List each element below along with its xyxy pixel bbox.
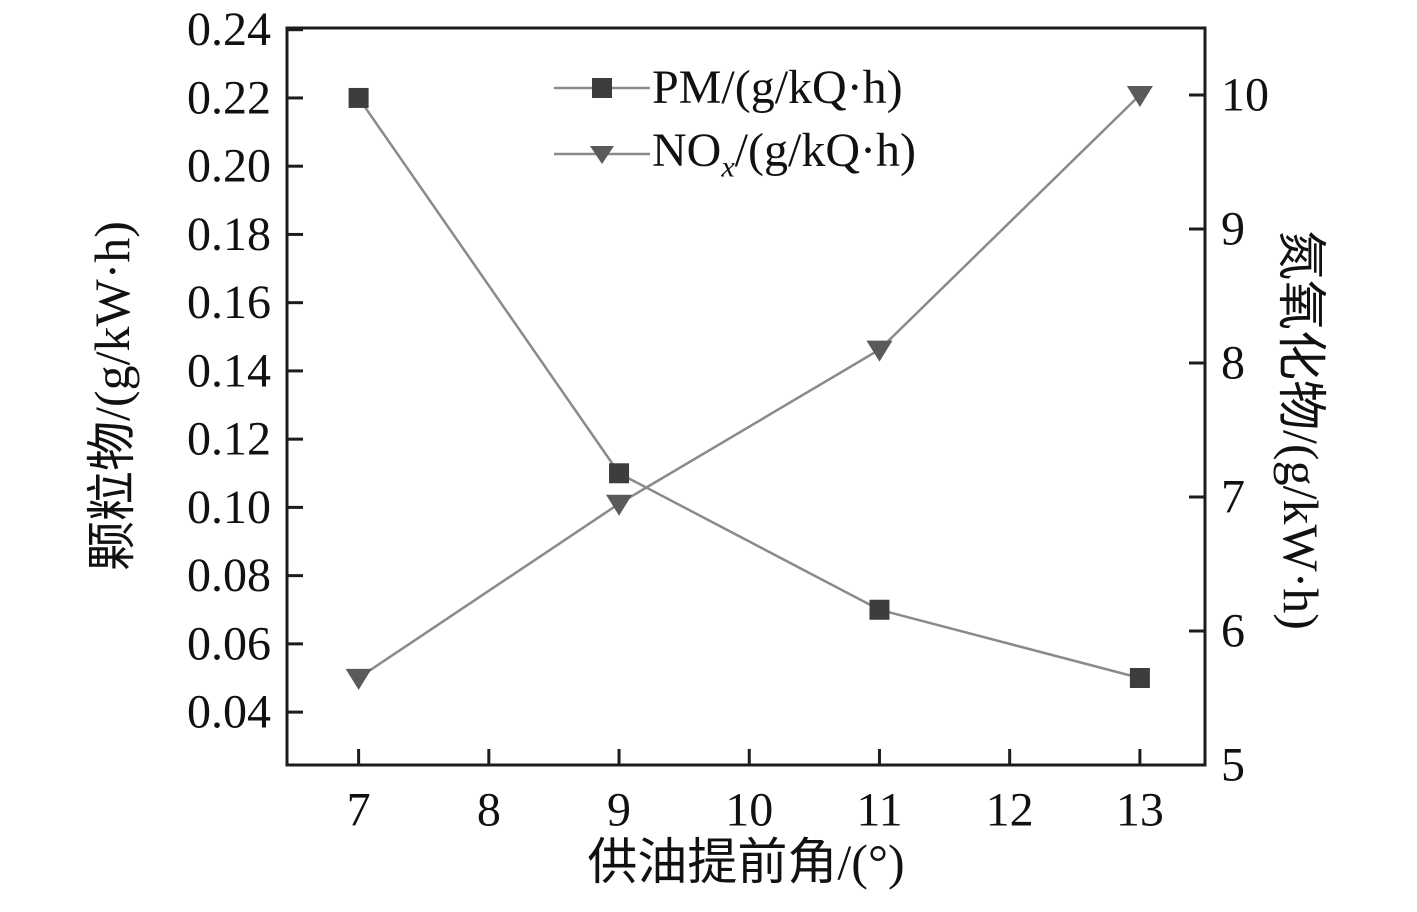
triangle-down-marker-icon (345, 668, 372, 690)
triangle-down-marker-icon (1126, 86, 1153, 107)
left-axis-title: 颗粒物/(g/kW·h) (84, 221, 140, 571)
series-line-0 (357, 97, 1141, 680)
left-tick-label: 0.24 (187, 3, 271, 56)
x-tick-label: 12 (986, 784, 1034, 837)
legend-label-nox-prefix: NO (652, 123, 722, 177)
left-tick-label: 0.16 (187, 276, 271, 329)
x-tick-label: 8 (477, 784, 501, 837)
legend-key-pm (554, 78, 650, 99)
plot-border (285, 26, 1207, 767)
left-tick-label: 0.20 (187, 140, 271, 193)
legend-item-nox: NOx/(g/kQ·h) (552, 123, 916, 184)
left-tick-label: 0.12 (187, 413, 271, 466)
square-marker-icon (609, 463, 630, 484)
x-axis-title: 供油提前角/(°) (587, 834, 905, 890)
x-tick-label: 9 (607, 784, 631, 837)
right-tick-label: 5 (1221, 739, 1245, 792)
square-marker-icon (1129, 667, 1150, 688)
left-tick-label: 0.04 (187, 686, 271, 739)
legend-key-nox (554, 146, 650, 165)
right-tick-label: 10 (1221, 69, 1269, 122)
square-marker-icon (348, 87, 369, 108)
right-tick-label: 7 (1221, 471, 1245, 524)
x-tick-label: 11 (856, 784, 902, 837)
triangle-down-marker-icon (866, 340, 893, 362)
right-tick-label: 9 (1221, 203, 1245, 256)
right-tick-label: 6 (1221, 605, 1245, 658)
legend-item-pm: PM/(g/kQ·h) (552, 61, 916, 115)
left-tick-label: 0.08 (187, 549, 271, 602)
right-tick-label: 8 (1221, 337, 1245, 390)
legend-label-pm: PM/(g/kQ·h) (652, 61, 903, 114)
left-tick-label: 0.10 (187, 481, 271, 534)
left-tick-label: 0.22 (187, 71, 271, 124)
x-tick-label: 13 (1116, 784, 1164, 837)
square-marker-icon (869, 599, 890, 620)
left-tick-label: 0.18 (187, 208, 271, 261)
left-tick-label: 0.14 (187, 344, 271, 397)
square-marker-icon (592, 78, 612, 99)
legend: PM/(g/kQ·h) NOx/(g/kQ·h) (552, 61, 916, 184)
triangle-down-marker-icon (606, 494, 633, 516)
triangle-down-marker-icon (590, 146, 614, 165)
left-tick-label: 0.06 (187, 617, 271, 670)
series-line-1 (357, 94, 1141, 679)
legend-label-nox-sub: x (721, 150, 735, 184)
x-tick-label: 10 (725, 784, 773, 837)
x-tick-label: 7 (347, 784, 371, 837)
legend-label-nox: NOx/(g/kQ·h) (652, 123, 916, 184)
right-axis-title: 氮氧化物/(g/kW·h) (1273, 230, 1329, 630)
legend-label-nox-suffix: /(g/kQ·h) (734, 123, 916, 177)
